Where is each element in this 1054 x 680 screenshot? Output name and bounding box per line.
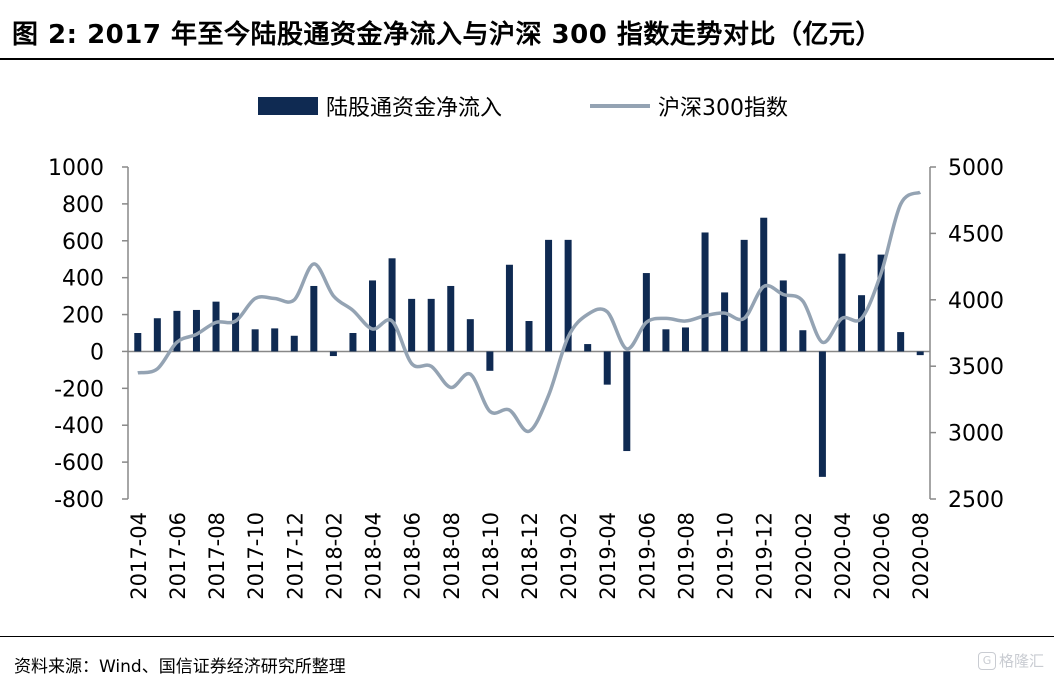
bar bbox=[505, 264, 513, 352]
x-tick-label: 2019-08 bbox=[674, 512, 698, 600]
bar bbox=[290, 335, 298, 352]
right-tick-label: 4500 bbox=[948, 222, 1004, 247]
bar bbox=[153, 318, 161, 352]
bar bbox=[799, 330, 807, 352]
bar bbox=[388, 258, 396, 352]
bar bbox=[192, 309, 200, 352]
right-tick-label: 3000 bbox=[948, 422, 1004, 447]
bar bbox=[897, 332, 905, 352]
combo-chart: 陆股通资金净流入 沪深300指数 1000 800 600 400 200 0 -200 -40… bbox=[48, 96, 1004, 600]
left-tick-label: 0 bbox=[90, 340, 104, 365]
right-tick-label: 5000 bbox=[948, 156, 1004, 181]
bar bbox=[134, 333, 142, 352]
source-note: 资料来源：Wind、国信证券经济研究所整理 bbox=[14, 657, 346, 677]
bar bbox=[584, 344, 592, 352]
x-tick-label: 2018-02 bbox=[322, 512, 346, 600]
footer-rule bbox=[0, 636, 1054, 637]
bar bbox=[427, 298, 435, 352]
tick-labels: 1000 800 600 400 200 0 -200 -400 -600 -800 5000 450… bbox=[48, 156, 1004, 600]
x-tick-label: 2020-06 bbox=[870, 512, 894, 600]
x-tick-label: 2020-02 bbox=[792, 512, 816, 600]
bar bbox=[447, 285, 455, 352]
axes bbox=[122, 166, 936, 500]
bar bbox=[858, 295, 866, 352]
left-tick-label: -200 bbox=[54, 377, 104, 402]
title-rule bbox=[0, 58, 1054, 60]
bar bbox=[466, 319, 474, 352]
bar bbox=[486, 351, 494, 371]
x-tick-label: 2018-04 bbox=[362, 512, 386, 600]
left-tick-label: -800 bbox=[54, 488, 104, 513]
bar bbox=[329, 351, 337, 357]
x-tick-label: 2017-04 bbox=[127, 512, 151, 600]
watermark: G 格隆汇 bbox=[977, 650, 1044, 671]
bar bbox=[721, 292, 729, 352]
bar bbox=[740, 239, 748, 352]
x-tick-label: 2020-08 bbox=[909, 512, 933, 600]
bar bbox=[251, 329, 259, 352]
bar bbox=[642, 273, 650, 352]
bar bbox=[623, 351, 631, 452]
bar bbox=[212, 301, 220, 352]
legend-bar-label: 陆股通资金净流入 bbox=[326, 96, 502, 121]
x-tick-label: 2017-10 bbox=[244, 512, 268, 600]
bar bbox=[877, 254, 885, 352]
left-tick-label: 200 bbox=[62, 304, 104, 329]
bar bbox=[701, 232, 709, 352]
left-tick-label: 400 bbox=[62, 267, 104, 292]
legend-line-label: 沪深300指数 bbox=[658, 96, 788, 121]
x-tick-label: 2020-04 bbox=[831, 512, 855, 600]
index-line bbox=[137, 190, 922, 434]
left-tick-label: 600 bbox=[62, 230, 104, 255]
bar bbox=[545, 239, 553, 352]
x-tick-label: 2018-10 bbox=[479, 512, 503, 600]
legend: 陆股通资金净流入 沪深300指数 bbox=[258, 96, 788, 121]
x-tick-label: 2017-12 bbox=[283, 512, 307, 600]
bar bbox=[564, 239, 572, 352]
bar bbox=[818, 351, 826, 477]
bar bbox=[662, 329, 670, 352]
bar bbox=[369, 280, 377, 352]
bar bbox=[232, 312, 240, 352]
watermark-text: 格隆汇 bbox=[998, 652, 1044, 670]
bar-series bbox=[134, 217, 924, 477]
right-tick-label: 2500 bbox=[948, 488, 1004, 513]
bar bbox=[779, 280, 787, 352]
x-tick-label: 2019-12 bbox=[753, 512, 777, 600]
right-tick-label: 4000 bbox=[948, 289, 1004, 314]
x-tick-label: 2018-06 bbox=[401, 512, 425, 600]
x-tick-label: 2019-06 bbox=[635, 512, 659, 600]
bar bbox=[916, 351, 924, 356]
bar bbox=[408, 298, 416, 352]
x-tick-label: 2017-08 bbox=[205, 512, 229, 600]
x-tick-label: 2019-02 bbox=[557, 512, 581, 600]
left-tick-label: -400 bbox=[54, 414, 104, 439]
line-series bbox=[137, 190, 922, 434]
x-tick-label: 2019-10 bbox=[714, 512, 738, 600]
bar bbox=[173, 310, 181, 352]
page-title: 图 2: 2017 年至今陆股通资金净流入与沪深 300 指数走势对比（亿元） bbox=[12, 20, 882, 50]
bar bbox=[603, 351, 611, 385]
bar bbox=[310, 285, 318, 352]
watermark-logo-icon: G bbox=[977, 651, 996, 670]
bar bbox=[525, 321, 533, 352]
left-tick-label: 1000 bbox=[48, 156, 104, 181]
bar bbox=[271, 328, 279, 352]
x-tick-label: 2017-06 bbox=[166, 512, 190, 600]
legend-bar-swatch bbox=[258, 97, 318, 115]
bar bbox=[349, 333, 357, 352]
right-tick-label: 3500 bbox=[948, 355, 1004, 380]
bar bbox=[838, 253, 846, 352]
left-tick-label: 800 bbox=[62, 193, 104, 218]
bar bbox=[681, 327, 689, 352]
x-tick-label: 2018-12 bbox=[518, 512, 542, 600]
x-tick-label: 2018-08 bbox=[440, 512, 464, 600]
x-tick-label: 2019-04 bbox=[596, 512, 620, 600]
left-tick-label: -600 bbox=[54, 451, 104, 476]
